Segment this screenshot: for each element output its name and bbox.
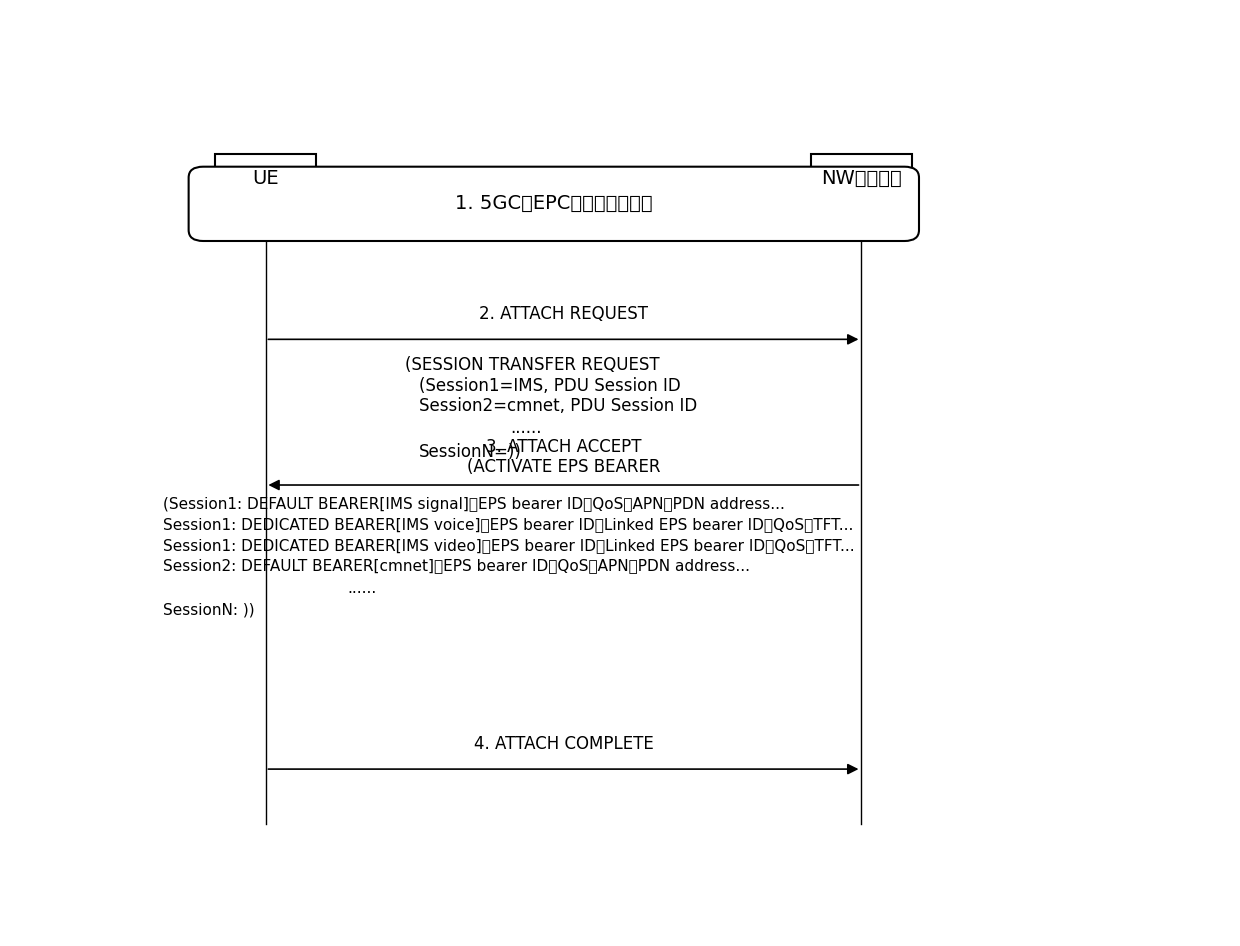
Text: NW（网络）: NW（网络）	[821, 168, 901, 188]
Text: (ACTIVATE EPS BEARER: (ACTIVATE EPS BEARER	[466, 458, 660, 476]
Text: Session2: DEFAULT BEARER[cmnet]、EPS bearer ID、QoS、APN、PDN address...: Session2: DEFAULT BEARER[cmnet]、EPS bear…	[162, 558, 750, 573]
Text: SessionN: )): SessionN: ))	[162, 603, 254, 618]
Text: ......: ......	[347, 581, 377, 596]
Text: SessionN=)): SessionN=))	[419, 444, 522, 462]
Text: UE: UE	[252, 168, 279, 188]
Text: Session2=cmnet, PDU Session ID: Session2=cmnet, PDU Session ID	[419, 397, 698, 415]
Text: Session1: DEDICATED BEARER[IMS video]、EPS bearer ID、Linked EPS bearer ID、QoS、TFT: Session1: DEDICATED BEARER[IMS video]、EP…	[162, 538, 854, 553]
Text: (SESSION TRANSFER REQUEST: (SESSION TRANSFER REQUEST	[404, 356, 660, 374]
FancyBboxPatch shape	[811, 153, 911, 203]
Text: 4. ATTACH COMPLETE: 4. ATTACH COMPLETE	[474, 735, 653, 753]
Text: 2. ATTACH REQUEST: 2. ATTACH REQUEST	[479, 306, 649, 324]
Text: 1. 5GC到EPC的互操作被触发: 1. 5GC到EPC的互操作被触发	[455, 194, 652, 214]
Text: ......: ......	[511, 419, 542, 437]
Text: 3. ATTACH ACCEPT: 3. ATTACH ACCEPT	[486, 438, 641, 456]
FancyBboxPatch shape	[215, 153, 316, 203]
Text: (Session1: DEFAULT BEARER[IMS signal]、EPS bearer ID、QoS、APN、PDN address...: (Session1: DEFAULT BEARER[IMS signal]、EP…	[162, 498, 785, 512]
Text: Session1: DEDICATED BEARER[IMS voice]、EPS bearer ID、Linked EPS bearer ID、QoS、TFT: Session1: DEDICATED BEARER[IMS voice]、EP…	[162, 517, 853, 533]
Text: (Session1=IMS, PDU Session ID: (Session1=IMS, PDU Session ID	[419, 377, 681, 394]
FancyBboxPatch shape	[188, 166, 919, 241]
